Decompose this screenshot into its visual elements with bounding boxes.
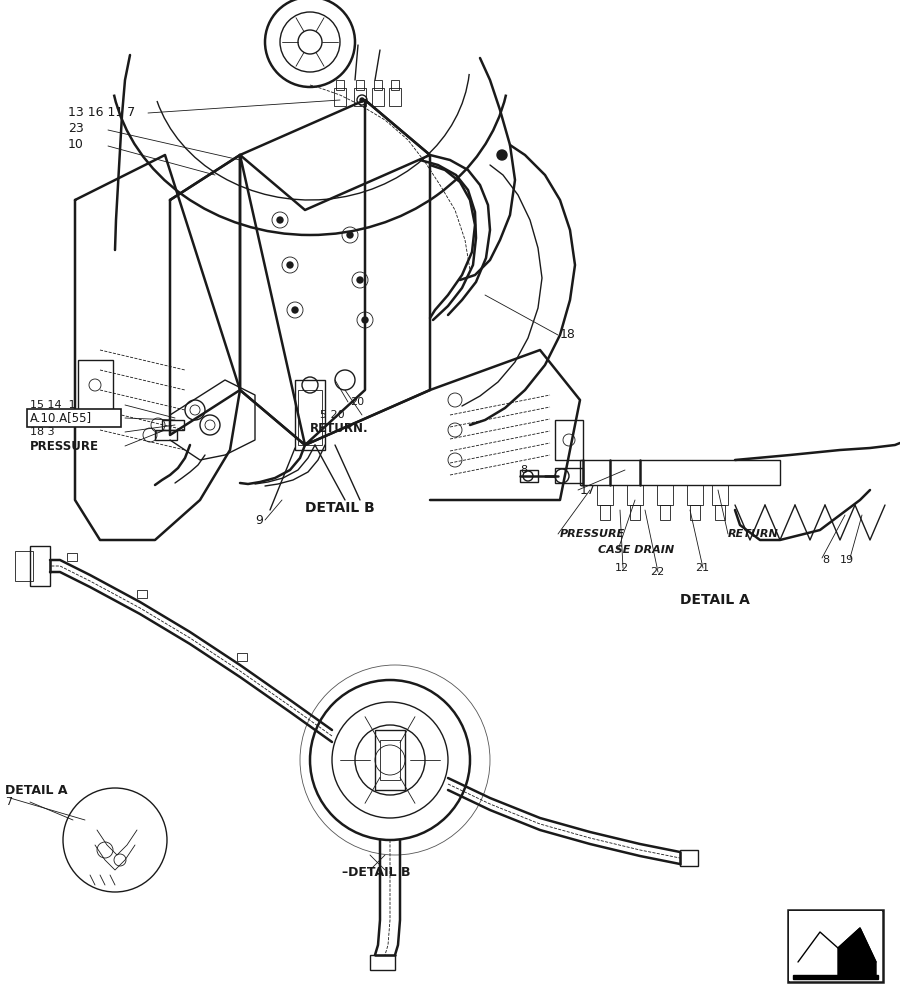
Bar bbox=[600, 505, 610, 520]
Bar bbox=[334, 88, 346, 106]
Circle shape bbox=[357, 277, 363, 283]
Bar bbox=[789, 911, 882, 981]
Bar bbox=[660, 505, 670, 520]
Text: –DETAIL B: –DETAIL B bbox=[342, 866, 410, 880]
Text: RETURN: RETURN bbox=[728, 529, 778, 539]
Bar bbox=[30, 546, 50, 586]
Circle shape bbox=[362, 317, 368, 323]
Text: 23: 23 bbox=[68, 121, 84, 134]
Text: DETAIL A: DETAIL A bbox=[680, 593, 750, 607]
Bar bbox=[372, 88, 384, 106]
Text: 13 16 11 7: 13 16 11 7 bbox=[68, 105, 135, 118]
Bar bbox=[298, 390, 322, 445]
Bar bbox=[687, 485, 703, 505]
Text: 8: 8 bbox=[822, 555, 829, 565]
Text: 19: 19 bbox=[840, 555, 854, 565]
Text: PRESSURE: PRESSURE bbox=[30, 440, 99, 452]
Text: A.10.A[55]: A.10.A[55] bbox=[30, 412, 92, 424]
Text: 21: 21 bbox=[695, 563, 709, 573]
Bar bbox=[555, 420, 583, 460]
Text: 17: 17 bbox=[580, 484, 596, 496]
Bar bbox=[295, 380, 325, 450]
Bar bbox=[375, 730, 405, 790]
Bar bbox=[580, 460, 780, 485]
Bar bbox=[354, 88, 366, 106]
Circle shape bbox=[277, 217, 283, 223]
Bar bbox=[78, 360, 113, 410]
Text: 7: 7 bbox=[5, 797, 12, 807]
Bar bbox=[155, 430, 177, 440]
Bar bbox=[389, 88, 401, 106]
Text: 5 20: 5 20 bbox=[320, 410, 345, 420]
Bar bbox=[627, 485, 643, 505]
Circle shape bbox=[347, 232, 353, 238]
Text: 12: 12 bbox=[615, 563, 629, 573]
Bar bbox=[67, 553, 77, 561]
Text: 22: 22 bbox=[650, 567, 664, 577]
Bar bbox=[555, 468, 583, 483]
Bar bbox=[788, 910, 883, 982]
Text: 15 14  1: 15 14 1 bbox=[30, 400, 76, 410]
Bar bbox=[680, 850, 698, 866]
Polygon shape bbox=[793, 975, 878, 979]
Text: RETURN.: RETURN. bbox=[310, 422, 369, 434]
Bar bbox=[370, 955, 395, 970]
Circle shape bbox=[360, 98, 364, 102]
Bar bbox=[715, 505, 725, 520]
Text: 8: 8 bbox=[520, 465, 527, 475]
Bar bbox=[391, 80, 399, 90]
Bar bbox=[336, 80, 344, 90]
Text: 10: 10 bbox=[68, 137, 84, 150]
Bar bbox=[137, 590, 147, 598]
Text: A.10.A[55]: A.10.A[55] bbox=[30, 412, 92, 424]
Text: 18 3: 18 3 bbox=[30, 427, 55, 437]
Bar bbox=[374, 80, 382, 90]
Text: 20: 20 bbox=[350, 397, 365, 407]
Bar bbox=[630, 505, 640, 520]
Text: DETAIL B: DETAIL B bbox=[305, 501, 374, 515]
Text: PRESSURE: PRESSURE bbox=[560, 529, 625, 539]
Circle shape bbox=[292, 307, 298, 313]
Polygon shape bbox=[838, 928, 876, 978]
Circle shape bbox=[497, 150, 507, 160]
Text: DETAIL A: DETAIL A bbox=[5, 784, 68, 796]
Text: 9: 9 bbox=[255, 514, 263, 526]
Text: CASE DRAIN: CASE DRAIN bbox=[598, 545, 674, 555]
Bar bbox=[15, 551, 33, 581]
Bar bbox=[356, 80, 364, 90]
Bar bbox=[712, 485, 728, 505]
Bar bbox=[657, 485, 673, 505]
FancyBboxPatch shape bbox=[27, 409, 121, 427]
Bar bbox=[520, 470, 538, 482]
Bar bbox=[380, 740, 400, 780]
Bar bbox=[237, 653, 247, 661]
Bar bbox=[597, 485, 613, 505]
Circle shape bbox=[287, 262, 293, 268]
Bar bbox=[162, 420, 184, 430]
Text: 18: 18 bbox=[560, 328, 576, 342]
Bar bbox=[690, 505, 700, 520]
